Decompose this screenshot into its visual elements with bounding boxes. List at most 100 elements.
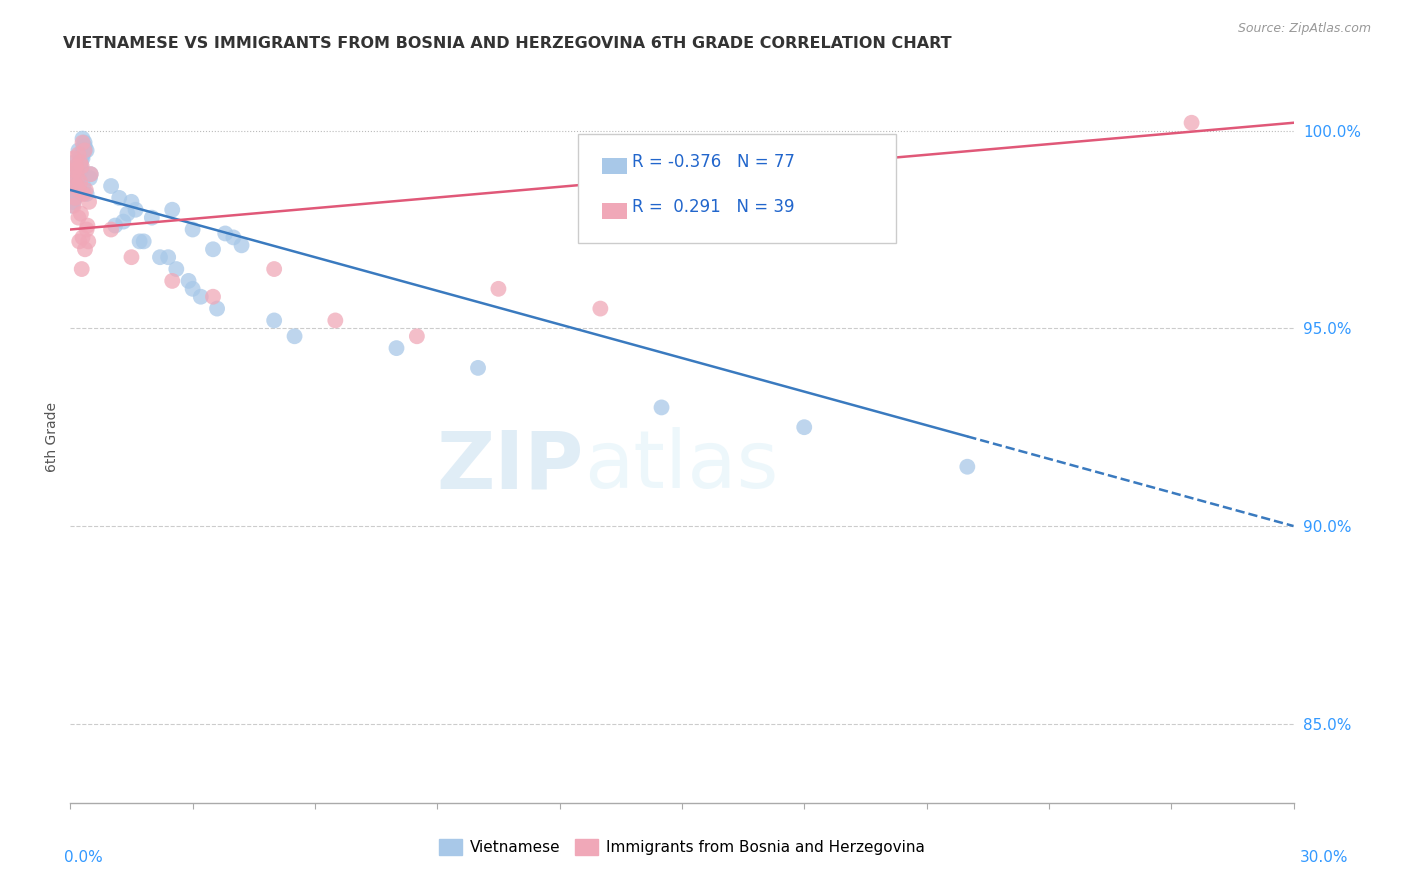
Point [69, 163, 91, 178]
Text: VIETNAMESE VS IMMIGRANTS FROM BOSNIA AND HERZEGOVINA 6TH GRADE CORRELATION CHART: VIETNAMESE VS IMMIGRANTS FROM BOSNIA AND… [63, 36, 952, 51]
Point [323, 313, 347, 327]
Point [69, 175, 91, 189]
Point [66, 175, 89, 189]
Point [793, 420, 815, 434]
Point [65, 179, 87, 194]
Point [65, 179, 87, 194]
Point [65, 175, 87, 189]
Point [162, 274, 183, 288]
Point [956, 459, 979, 474]
Point [100, 179, 122, 194]
Point [104, 219, 127, 233]
Point [181, 282, 204, 296]
Point [63, 183, 86, 197]
Point [132, 235, 155, 249]
Point [72, 179, 94, 194]
Point [222, 230, 245, 244]
Point [177, 274, 200, 288]
Point [69, 152, 91, 166]
Point [66, 163, 89, 178]
Point [589, 301, 612, 316]
Point [65, 179, 87, 194]
Point [79, 167, 103, 181]
Point [181, 222, 204, 236]
Point [72, 147, 94, 161]
Point [67, 163, 90, 178]
Point [263, 262, 285, 277]
Point [63, 183, 86, 197]
FancyBboxPatch shape [578, 134, 896, 244]
Point [72, 147, 94, 161]
Point [108, 191, 131, 205]
Point [67, 183, 90, 197]
Point [70, 262, 93, 277]
Point [72, 230, 94, 244]
Point [72, 136, 94, 150]
Point [72, 186, 94, 201]
Point [72, 152, 94, 166]
Point [73, 139, 96, 153]
Point [77, 235, 100, 249]
Point [72, 131, 94, 145]
Point [73, 144, 96, 158]
Point [63, 191, 86, 205]
Point [67, 163, 90, 178]
Point [231, 238, 253, 252]
Point [121, 194, 143, 209]
Point [149, 250, 172, 264]
Point [128, 235, 150, 249]
Point [67, 147, 90, 161]
Point [205, 301, 228, 316]
Point [69, 159, 91, 173]
Point [65, 159, 87, 173]
Point [284, 329, 307, 343]
Point [77, 194, 100, 209]
Point [63, 183, 86, 197]
Point [73, 242, 96, 256]
Legend: Vietnamese, Immigrants from Bosnia and Herzegovina: Vietnamese, Immigrants from Bosnia and H… [433, 833, 931, 861]
Point [69, 155, 91, 169]
Text: atlas: atlas [583, 427, 779, 506]
Point [63, 191, 86, 205]
Point [157, 250, 180, 264]
Point [79, 171, 101, 186]
Point [202, 242, 225, 256]
Point [124, 202, 146, 217]
Point [63, 155, 86, 169]
Point [72, 144, 94, 158]
Point [63, 186, 86, 201]
Point [202, 290, 225, 304]
Point [67, 171, 90, 186]
Point [73, 144, 96, 158]
Point [112, 214, 135, 228]
Point [63, 163, 86, 178]
Point [67, 235, 90, 249]
Point [65, 175, 87, 189]
Point [66, 159, 89, 173]
Point [67, 167, 90, 181]
Point [117, 207, 139, 221]
Point [65, 171, 87, 186]
FancyBboxPatch shape [602, 202, 627, 219]
Point [100, 222, 122, 236]
Text: R = -0.376   N = 77: R = -0.376 N = 77 [633, 153, 794, 171]
Point [73, 136, 96, 150]
Text: 0.0%: 0.0% [65, 850, 103, 865]
Point [190, 290, 212, 304]
Point [62, 152, 84, 166]
Point [60, 194, 83, 209]
Point [70, 159, 93, 173]
Text: Source: ZipAtlas.com: Source: ZipAtlas.com [1237, 22, 1371, 36]
Point [67, 167, 90, 181]
Point [69, 159, 91, 173]
Point [62, 194, 84, 209]
Point [79, 167, 103, 181]
Text: ZIP: ZIP [437, 427, 583, 506]
Point [76, 222, 98, 236]
Point [73, 139, 96, 153]
Point [69, 155, 91, 169]
Point [67, 171, 90, 186]
Point [69, 152, 91, 166]
Point [141, 211, 163, 225]
Point [67, 211, 90, 225]
